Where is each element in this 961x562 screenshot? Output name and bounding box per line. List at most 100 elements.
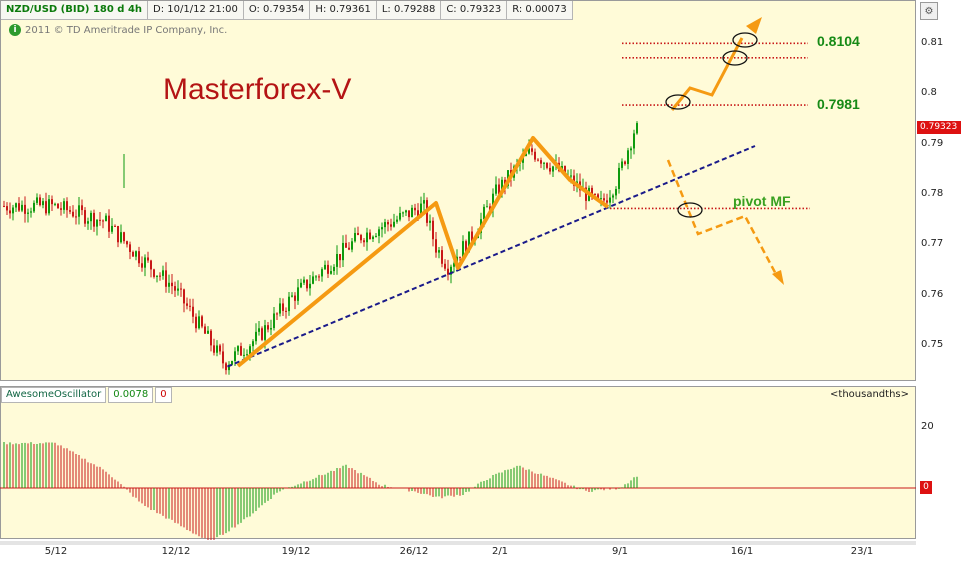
bear-candle [498,184,500,195]
bear-candle [219,345,221,352]
bear-candle [180,288,182,290]
bearish-projection [666,159,780,279]
bull-candle [501,179,503,195]
bear-candle [432,220,434,240]
date-readout: D: 10/1/12 21:00 [148,1,244,19]
bull-candle [429,220,431,223]
bull-candle [411,207,413,218]
bear-candle [585,187,587,201]
copyright-text: 2011 © TD Ameritrade IP Company, Inc. [25,24,228,36]
bear-candle [345,242,347,248]
bear-candle [282,303,284,311]
bull-candle [21,204,23,211]
bear-candle [6,206,8,211]
bear-candle [534,151,536,160]
units-label: <thousandths> [830,389,909,400]
bull-candle [612,195,614,198]
time-scrollbar[interactable] [0,541,916,545]
bear-candle [114,225,116,227]
bull-candle [198,316,200,329]
wave-pattern [236,136,610,368]
oscillator-panel[interactable]: AwesomeOscillator 0.0078 0 <thousandths> [0,386,916,539]
price-tick: 0.76 [921,289,944,300]
bull-candle [636,123,638,134]
bull-candle [237,346,239,352]
bear-candle [18,203,20,211]
bear-candle [153,269,155,277]
bear-candle [276,313,278,315]
bear-candle [417,210,419,218]
bear-candle [189,305,191,307]
bear-candle [540,160,542,164]
bear-candle [126,241,128,245]
bear-candle [360,235,362,241]
bull-candle [78,205,80,217]
bull-candle [315,276,317,278]
projection-arrowhead [746,17,762,34]
date-tick: 19/12 [281,546,311,557]
bull-candle [63,201,65,210]
bear-candle [531,148,533,152]
date-tick: 2/1 [491,546,509,557]
bull-candle [144,257,146,268]
date-tick: 16/1 [730,546,754,557]
level-marker [677,202,703,218]
bear-candle [537,159,539,161]
bull-candle [255,331,257,342]
level-marker [722,50,748,66]
bear-candle [192,306,194,317]
bull-candle [300,282,302,288]
level-marker [732,32,758,48]
bear-candle [24,204,26,214]
bull-candle [249,346,251,355]
projection-arrowhead [772,270,784,285]
indicator-name[interactable]: AwesomeOscillator [1,387,107,403]
bull-candle [462,241,464,258]
bull-candle [96,219,98,227]
bear-candle [69,210,71,212]
bull-candle [162,270,164,276]
bull-candle [423,200,425,204]
bull-candle [135,251,137,257]
bear-candle [546,162,548,168]
low-readout: L: 0.79288 [377,1,442,19]
bullish-projection [670,37,744,111]
bull-candle [27,212,29,214]
bull-candle [600,198,602,200]
bear-candle [408,210,410,218]
bear-candle [9,210,11,214]
info-icon[interactable]: i [9,24,21,36]
bull-candle [396,219,398,222]
bear-candle [357,233,359,236]
level-label-upper: 0.8104 [817,33,860,49]
bull-candle [381,227,383,230]
bull-candle [372,236,374,239]
bull-candle [273,313,275,329]
bull-candle [216,345,218,353]
bull-candle [438,250,440,253]
bear-candle [84,210,86,224]
level-marker [665,94,691,110]
bull-candle [402,212,404,214]
bear-candle [549,167,551,172]
price-chart-panel[interactable]: NZD/USD (BID) 180 d 4h D: 10/1/12 21:00 … [0,0,916,381]
bull-candle [243,354,245,356]
bear-candle [108,215,110,232]
bear-candle [165,270,167,287]
bull-candle [246,354,248,356]
bull-candle [120,232,122,243]
chart-settings-icon[interactable]: ⚙ [920,2,938,20]
open-readout: O: 0.79354 [244,1,311,19]
bull-candle [627,150,629,164]
bull-candle [378,229,380,236]
bear-candle [606,200,608,203]
bull-candle [468,231,470,253]
symbol-label[interactable]: NZD/USD (BID) 180 d 4h [1,1,149,19]
bull-candle [393,221,395,227]
price-tick: 0.79 [921,138,944,149]
bull-candle [528,148,530,154]
bear-candle [201,316,203,327]
bear-candle [594,194,596,196]
bear-candle [261,328,263,340]
bull-candle [453,263,455,267]
